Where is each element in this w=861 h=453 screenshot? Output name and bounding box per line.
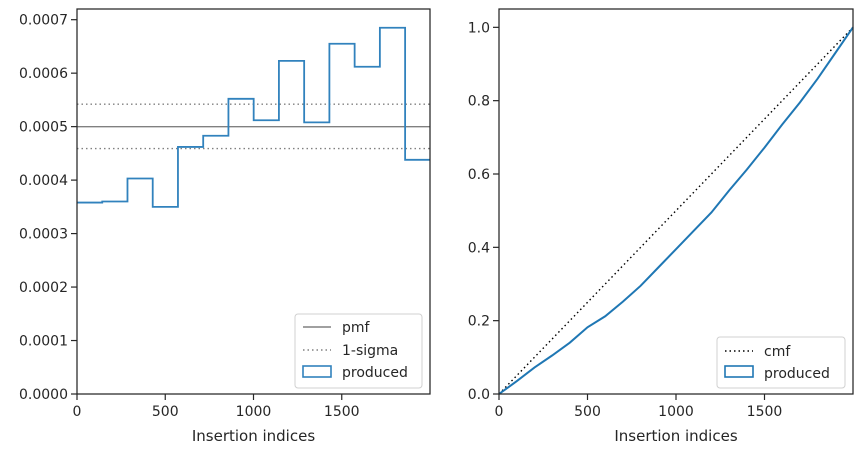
histogram-legend: pmf 1-sigma produced (294, 313, 423, 389)
x-tick-label: 0 (73, 404, 82, 420)
legend-cmf-label: cmf (764, 344, 791, 360)
legend-sigma-label: 1-sigma (342, 343, 398, 359)
legend-box (716, 336, 846, 389)
y-tick-label: 0.0003 (19, 227, 68, 243)
y-tick-label: 0.2 (468, 314, 490, 330)
y-tick-label: 0.0002 (19, 280, 68, 296)
produced-cumulative-line (498, 26, 854, 395)
x-tick-label: 500 (152, 404, 179, 420)
x-tick-label: 500 (574, 404, 601, 420)
cmf-panel: 0 500 1000 1500 0.0 0.2 0.4 0.6 0.8 1.0 Insertion… (468, 8, 854, 445)
legend-box (294, 313, 423, 389)
y-tick-label: 0.0000 (19, 387, 68, 403)
histogram-x-axis-label: Insertion indices (192, 427, 315, 445)
x-tick-label: 0 (495, 404, 504, 420)
legend-pmf-label: pmf (342, 320, 371, 336)
y-tick-label: 0.0001 (19, 334, 68, 350)
histogram-marks (77, 26, 430, 208)
produced-histogram-step (77, 26, 430, 208)
histogram-ticks: 0 500 1000 1500 0.0000 0.0001 0.0002 0.0003 0.00… (19, 13, 360, 420)
y-tick-label: 0.6 (468, 167, 490, 183)
legend-produced-label: produced (764, 366, 830, 382)
x-tick-label: 1500 (747, 404, 783, 420)
y-tick-label: 0.8 (468, 94, 490, 110)
y-tick-label: 0.0 (468, 387, 490, 403)
x-tick-label: 1500 (324, 404, 360, 420)
cmf-ticks: 0 500 1000 1500 0.0 0.2 0.4 0.6 0.8 1.0 (468, 20, 783, 420)
y-tick-label: 0.0007 (19, 13, 68, 29)
y-tick-label: 0.0006 (19, 66, 68, 82)
cmf-marks (498, 26, 854, 395)
y-tick-label: 1.0 (468, 20, 490, 36)
legend-produced-swatch (302, 365, 332, 378)
x-tick-label: 1000 (658, 404, 694, 420)
cmf-legend: cmf produced (716, 336, 846, 389)
cmf-axes-frame (498, 8, 854, 395)
legend-produced-swatch (724, 365, 754, 378)
histogram-panel: 0 500 1000 1500 0.0000 0.0001 0.0002 0.0003 0.00… (19, 8, 431, 445)
y-tick-label: 0.0004 (19, 173, 68, 189)
legend-produced-label: produced (342, 365, 408, 381)
y-tick-label: 0.0005 (19, 120, 68, 136)
cmf-x-axis-label: Insertion indices (614, 427, 737, 445)
y-tick-label: 0.4 (468, 240, 490, 256)
x-tick-label: 1000 (236, 404, 272, 420)
histogram-axes-frame (76, 8, 431, 395)
